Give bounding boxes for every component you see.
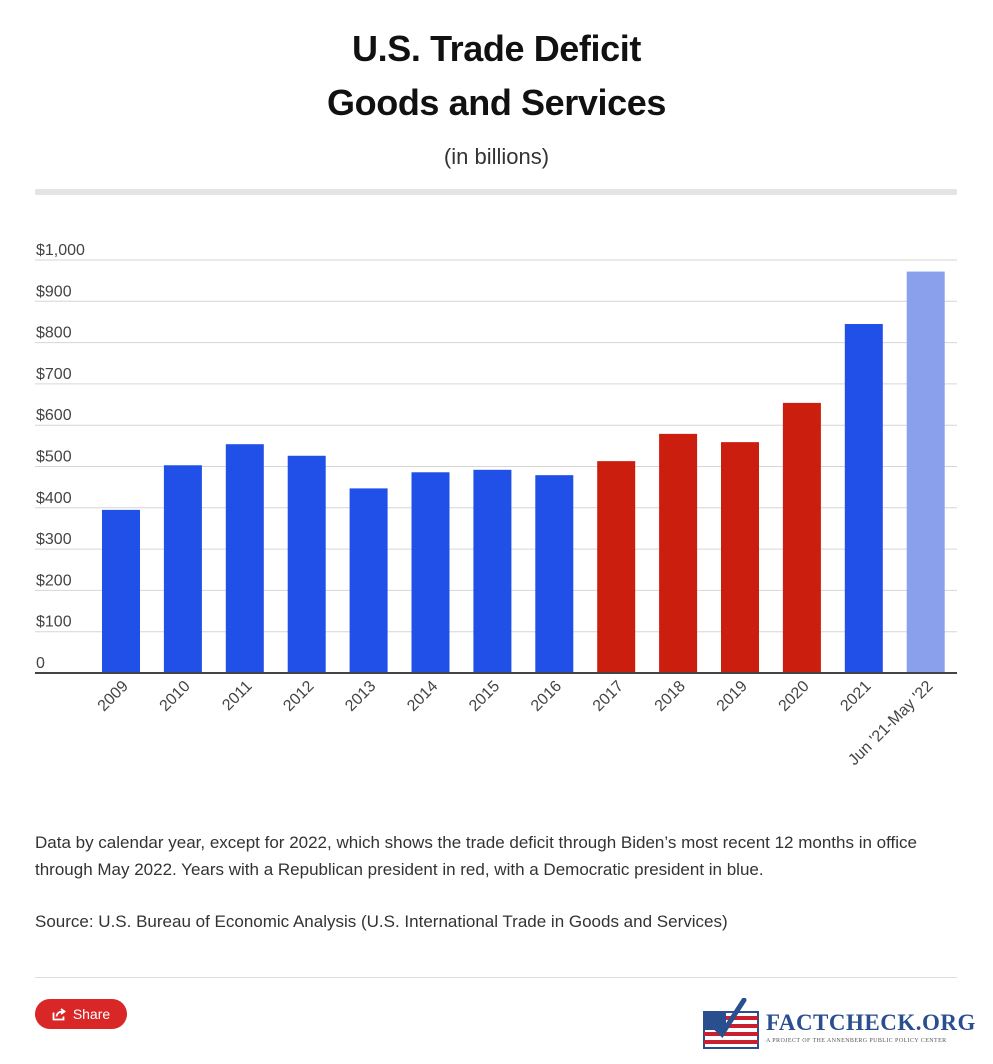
factcheck-logo[interactable]: FACTCHECK.ORG A PROJECT OF THE ANNENBERG… <box>700 998 975 1054</box>
factcheck-tagline: A PROJECT OF THE ANNENBERG PUBLIC POLICY… <box>766 1038 947 1044</box>
x-tick-label: 2020 <box>776 678 813 715</box>
x-tick-label: 2018 <box>652 678 689 715</box>
x-tick-label: 2010 <box>157 678 194 715</box>
chart-source: Source: U.S. Bureau of Economic Analysis… <box>35 912 728 931</box>
share-icon <box>52 1007 66 1020</box>
bar-2020[interactable] <box>782 402 821 673</box>
bottom-divider <box>35 977 957 978</box>
bar-2017[interactable] <box>597 461 636 673</box>
x-tick-label: 2013 <box>342 678 379 715</box>
bar-2016[interactable] <box>535 475 574 673</box>
y-tick-label: $400 <box>36 490 72 507</box>
chart-title-line-2: Goods and Services <box>327 82 666 123</box>
bar-2019[interactable] <box>721 442 759 673</box>
bar-jun-21-may-22[interactable] <box>906 271 945 673</box>
y-tick-label: $200 <box>36 572 72 589</box>
x-tick-label: 2014 <box>404 678 441 715</box>
x-tick-label: 2019 <box>714 678 751 715</box>
x-tick-label: 2021 <box>837 678 874 715</box>
y-tick-label: $300 <box>36 531 72 548</box>
x-tick-label: 2011 <box>219 678 255 714</box>
x-tick-label: 2012 <box>280 678 317 715</box>
y-tick-label: $600 <box>36 407 72 424</box>
x-tick-label: 2009 <box>95 678 132 715</box>
bar-2010[interactable] <box>163 465 202 673</box>
bar-chart: 0 $100 $200 $300 $400 $500 $600 $700 $800 $900 $1,… <box>35 242 957 769</box>
bar-2011[interactable] <box>225 444 264 673</box>
share-button-label: Share <box>72 1006 111 1022</box>
bar-2021[interactable] <box>844 324 883 673</box>
bar-2012[interactable] <box>287 455 326 673</box>
chart-title-line-1: U.S. Trade Deficit <box>352 28 641 69</box>
y-tick-label: $800 <box>36 325 72 342</box>
factcheck-flag-icon <box>703 998 759 1049</box>
chart-title: U.S. Trade Deficit Goods and Services <box>0 22 993 130</box>
top-divider <box>35 189 957 195</box>
y-tick-label: 0 <box>36 655 45 672</box>
share-button[interactable]: Share <box>35 999 127 1029</box>
y-tick-label: $100 <box>36 614 72 631</box>
bars <box>102 271 945 673</box>
factcheck-wordmark: FACTCHECK.ORG <box>766 1010 976 1035</box>
x-tick-label: 2015 <box>466 678 503 715</box>
chart-subtitle: (in billions) <box>443 144 550 169</box>
bar-2014[interactable] <box>411 472 450 673</box>
y-tick-label: $700 <box>36 366 72 383</box>
bar-2018[interactable] <box>659 433 698 673</box>
y-tick-label: $1,000 <box>36 242 85 259</box>
y-tick-label: $900 <box>36 283 72 300</box>
bar-2009[interactable] <box>102 509 140 673</box>
bar-2015[interactable] <box>473 469 512 673</box>
bar-2013[interactable] <box>349 488 388 673</box>
x-tick-label: 2016 <box>528 678 565 715</box>
chart-caption: Data by calendar year, except for 2022, … <box>35 833 917 879</box>
y-tick-label: $500 <box>36 449 72 466</box>
x-tick-label: 2017 <box>590 678 627 715</box>
